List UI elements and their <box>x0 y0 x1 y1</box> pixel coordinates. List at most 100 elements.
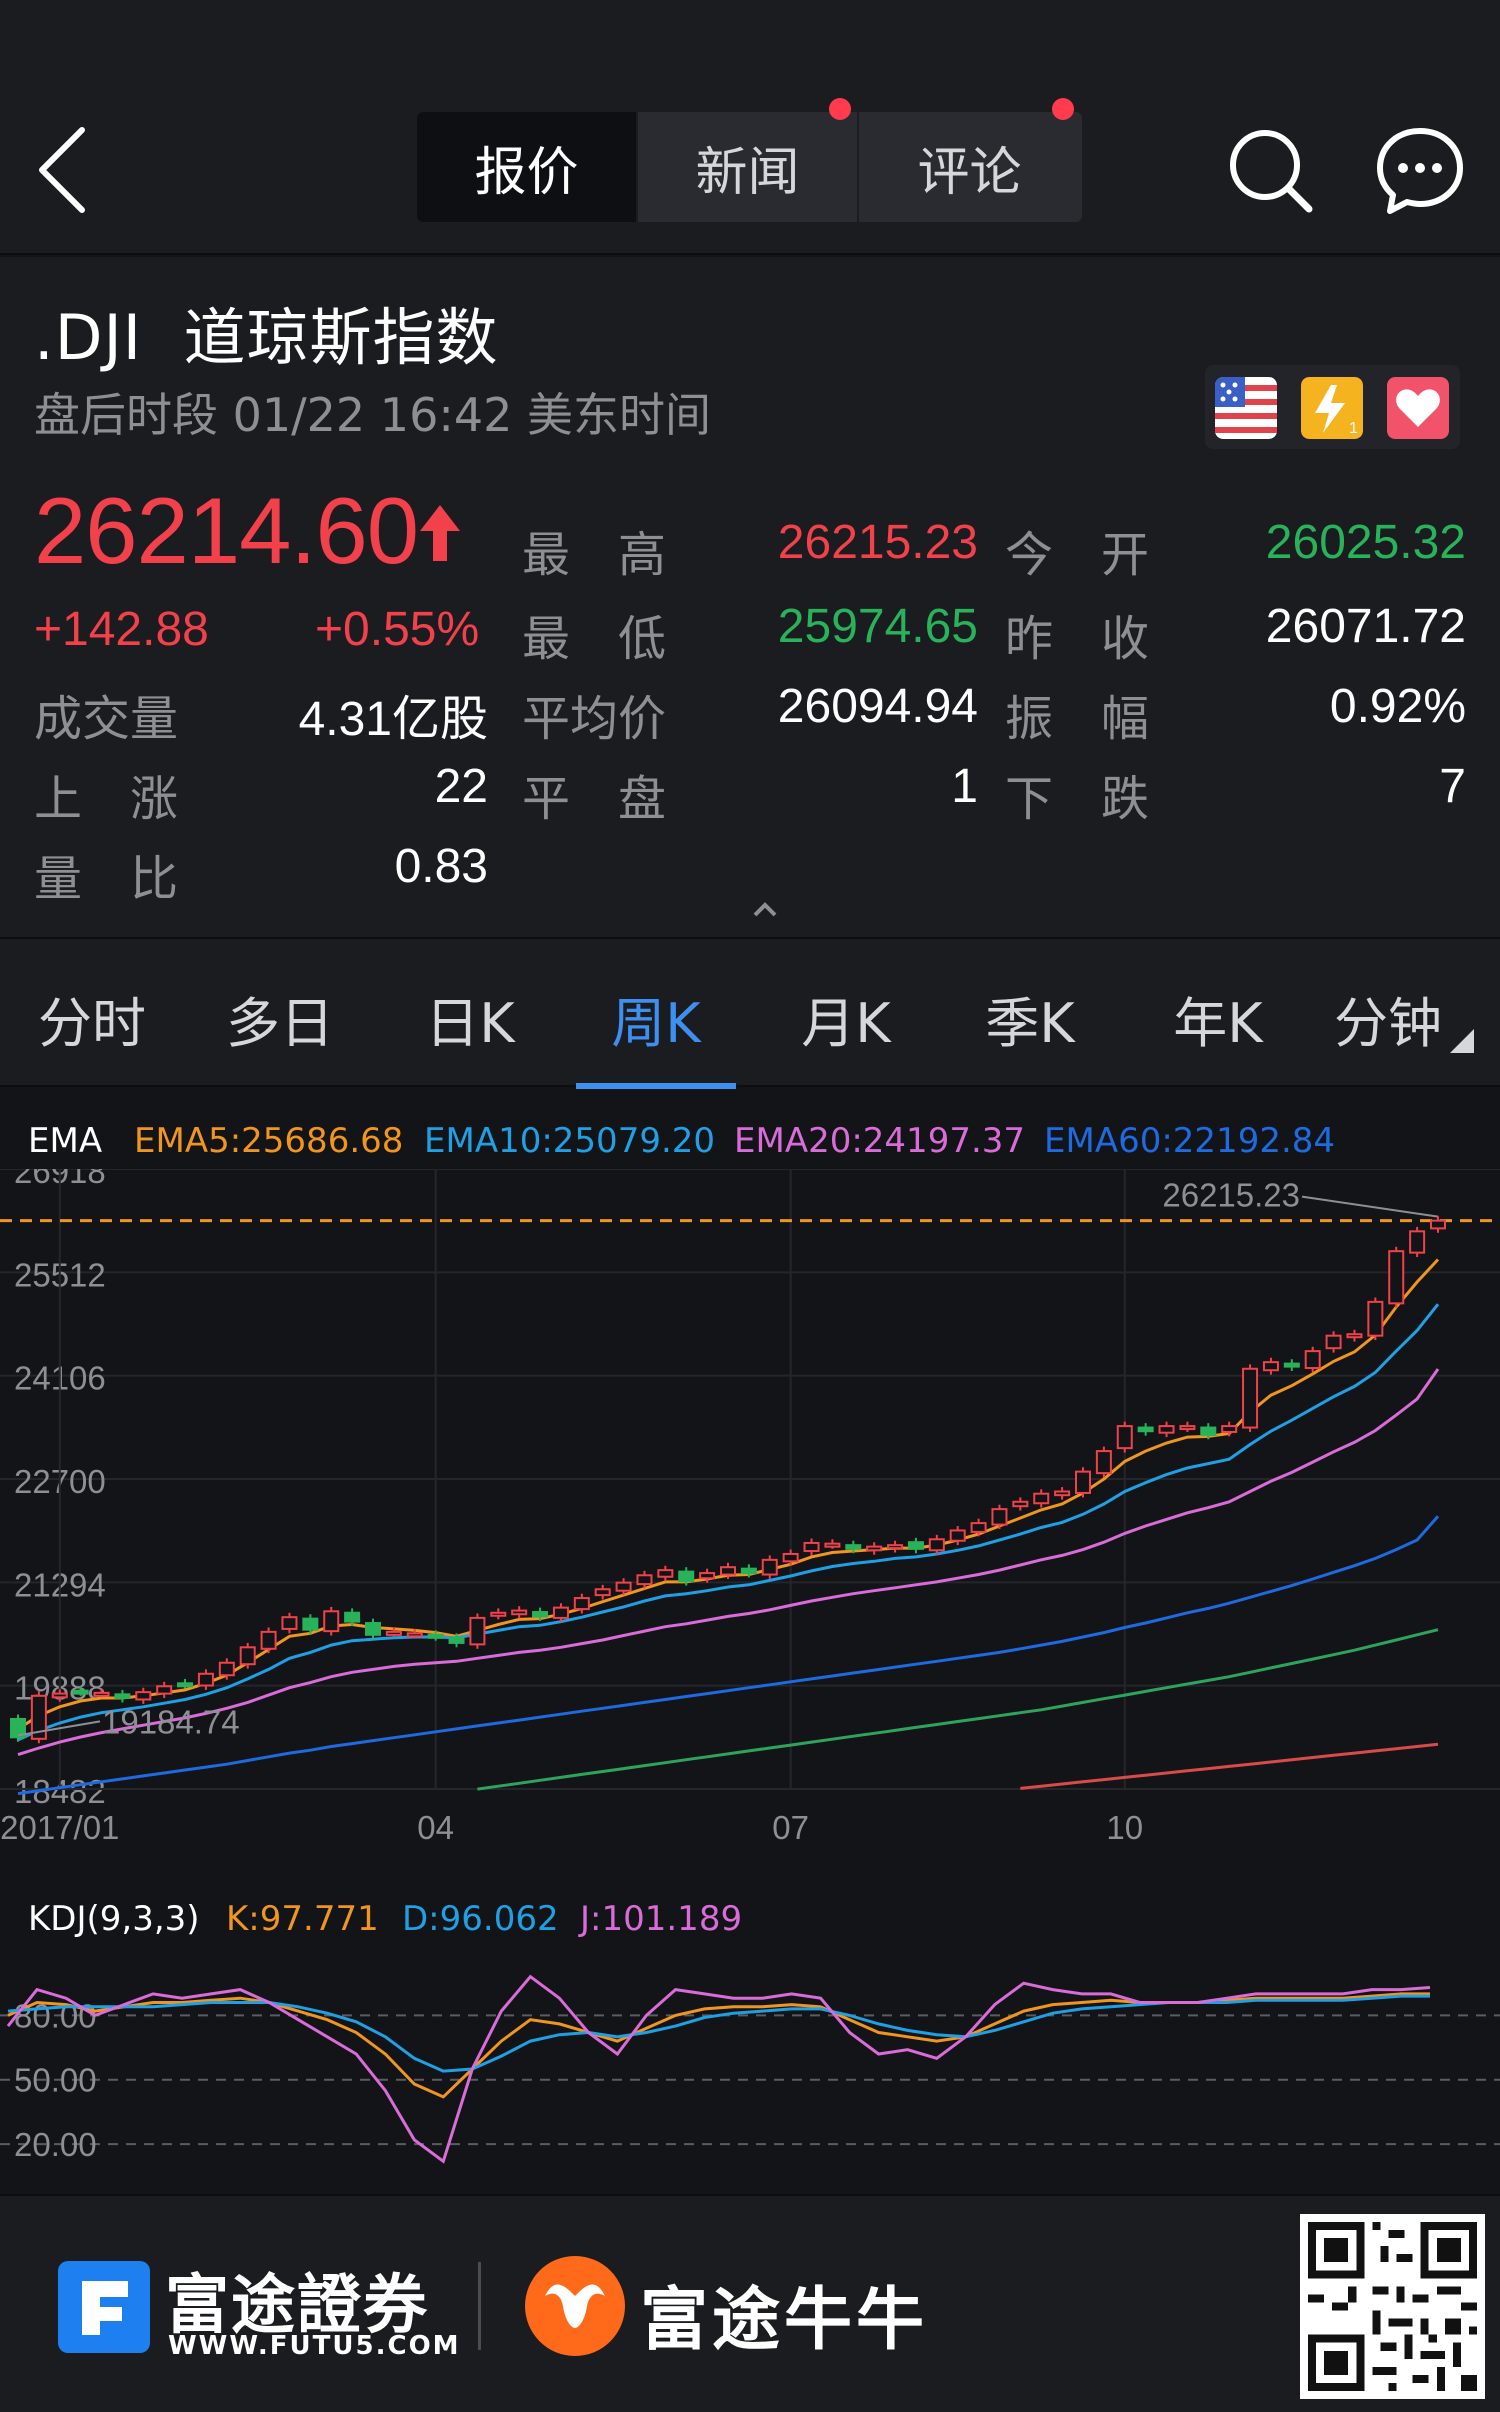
back-chevron-icon[interactable] <box>30 120 100 220</box>
candle-body <box>1012 1500 1029 1508</box>
candle-body <box>490 1611 507 1617</box>
low-label: 最 低 <box>522 611 667 667</box>
candle-body <box>1304 1350 1321 1370</box>
candle-body <box>239 1646 256 1666</box>
us-flag-icon[interactable] <box>1215 377 1277 439</box>
futu-niuniu-logo <box>525 2256 625 2356</box>
volume-ratio-label: 量 比 <box>34 851 179 907</box>
tab-comments[interactable]: 评论 <box>859 98 1080 222</box>
candle-body <box>281 1616 298 1630</box>
active-tab-indicator <box>576 1083 736 1089</box>
candle-body <box>1075 1470 1091 1494</box>
period-tab-weekly[interactable]: 周K <box>611 992 701 1055</box>
candle-body <box>636 1574 653 1586</box>
candle-body <box>72 1689 89 1695</box>
candle-body <box>887 1544 904 1550</box>
favorite-heart-icon[interactable] <box>1387 377 1449 439</box>
advancers-value: 22 <box>434 760 488 813</box>
open-value: 26025.32 <box>1265 516 1466 569</box>
stock-code: .DJI <box>34 301 143 374</box>
candle-body <box>260 1630 277 1650</box>
dropdown-triangle-icon <box>1450 1029 1474 1053</box>
collapse-chevron-icon[interactable] <box>745 897 785 921</box>
candle-body <box>573 1597 590 1611</box>
period-tab-intraday[interactable]: 分时 <box>38 992 146 1055</box>
candle-body <box>427 1633 444 1639</box>
message-icon[interactable] <box>1375 125 1465 215</box>
unread-dot-icon <box>1052 98 1074 120</box>
unchanged-label: 平 盘 <box>522 771 667 827</box>
candle-body <box>156 1685 173 1695</box>
x-axis-tick-label: 07 <box>772 1809 809 1846</box>
content-tab-switcher: 报价 新闻 评论 <box>417 98 1082 222</box>
period-tab-daily[interactable]: 日K <box>425 992 515 1055</box>
chart-period-tabs: 分时 多日 日K 周K 月K 季K 年K 分钟 <box>0 937 1500 1089</box>
candle-body <box>1242 1367 1259 1429</box>
advancers-label: 上 涨 <box>34 771 179 827</box>
tab-news[interactable]: 新闻 <box>638 98 859 222</box>
candle-body <box>302 1617 319 1631</box>
period-tab-yearly[interactable]: 年K <box>1173 992 1263 1055</box>
candle-body <box>1095 1450 1112 1475</box>
candle-body <box>678 1570 695 1583</box>
session-time: 盘后时段 01/22 16:42 美东时间 <box>34 388 711 442</box>
candle-body <box>30 1694 47 1740</box>
candle-body <box>1262 1361 1279 1372</box>
decliners-label: 下 跌 <box>1005 771 1150 827</box>
period-tab-multiday[interactable]: 多日 <box>226 992 334 1055</box>
candle-body <box>323 1610 340 1633</box>
candle-body <box>782 1552 799 1563</box>
period-tab-quarterly[interactable]: 季K <box>985 992 1075 1055</box>
kdj-line-k <box>7 1992 1430 2099</box>
period-tab-monthly[interactable]: 月K <box>801 992 891 1055</box>
last-price: 26214.60 <box>34 478 419 583</box>
candle-body <box>991 1508 1008 1526</box>
low-price-annotation: 19184.74 <box>102 1703 240 1740</box>
candle-body <box>1283 1362 1300 1368</box>
ema5-legend: EMA5:25686.68 <box>134 1121 404 1161</box>
svg-text:1: 1 <box>1349 420 1358 437</box>
kdj-tick-label: 50.00 <box>14 2062 97 2099</box>
period-tab-minute[interactable]: 分钟 <box>1334 992 1442 1055</box>
kdj-j-legend: J:101.189 <box>580 1899 743 1939</box>
tab-comments-label: 评论 <box>917 142 1022 203</box>
lightning-level1-icon[interactable]: 1 <box>1301 377 1363 439</box>
candle-body <box>803 1541 820 1553</box>
candle-body <box>615 1581 632 1592</box>
candle-body <box>866 1545 883 1552</box>
search-icon[interactable] <box>1225 125 1315 215</box>
ema20-legend: EMA20:24197.37 <box>734 1121 1026 1161</box>
ema-line-ema10 <box>17 1303 1440 1742</box>
ema-legend-label: EMA <box>28 1121 103 1161</box>
candle-body <box>845 1544 862 1550</box>
kdj-legend-label: KDJ(9,3,3) <box>28 1899 200 1939</box>
unread-dot-icon <box>829 98 851 120</box>
candle-body <box>385 1630 402 1636</box>
candle-body <box>761 1558 778 1576</box>
ema-line-ema20 <box>17 1368 1440 1757</box>
candle-body <box>10 1717 26 1739</box>
ema-line-long <box>1020 1742 1439 1790</box>
x-axis-tick-label: 2017/01 <box>0 1809 119 1846</box>
futu-securities-url: WWW.FUTU5.COM <box>168 2331 461 2361</box>
prev-close-label: 昨 收 <box>1005 611 1150 667</box>
weekly-candlestick-chart[interactable]: 269182551224106227002129419888184822017/… <box>0 1169 1500 2029</box>
tab-quote[interactable]: 报价 <box>417 112 638 222</box>
qr-code-icon[interactable] <box>1300 2214 1485 2399</box>
open-label: 今 开 <box>1005 527 1150 583</box>
stock-title: .DJI 道琼斯指数 <box>34 287 498 377</box>
volume-ratio-value: 0.83 <box>394 840 488 893</box>
candle-body <box>928 1538 945 1552</box>
footer-branding: 富途證券 WWW.FUTU5.COM 富途牛牛 <box>0 2194 1500 2412</box>
price-change-percent: +0.55% <box>315 603 480 656</box>
ema60-legend: EMA60:22192.84 <box>1044 1121 1336 1161</box>
candle-body <box>218 1661 235 1677</box>
unchanged-value: 1 <box>951 760 978 813</box>
high-price-annotation: 26215.23 <box>1162 1177 1300 1214</box>
candle-body <box>469 1616 486 1646</box>
candle-body <box>1430 1219 1446 1230</box>
candle-body <box>1409 1230 1426 1254</box>
candle-body <box>1179 1425 1196 1431</box>
candle-body <box>1137 1426 1154 1433</box>
